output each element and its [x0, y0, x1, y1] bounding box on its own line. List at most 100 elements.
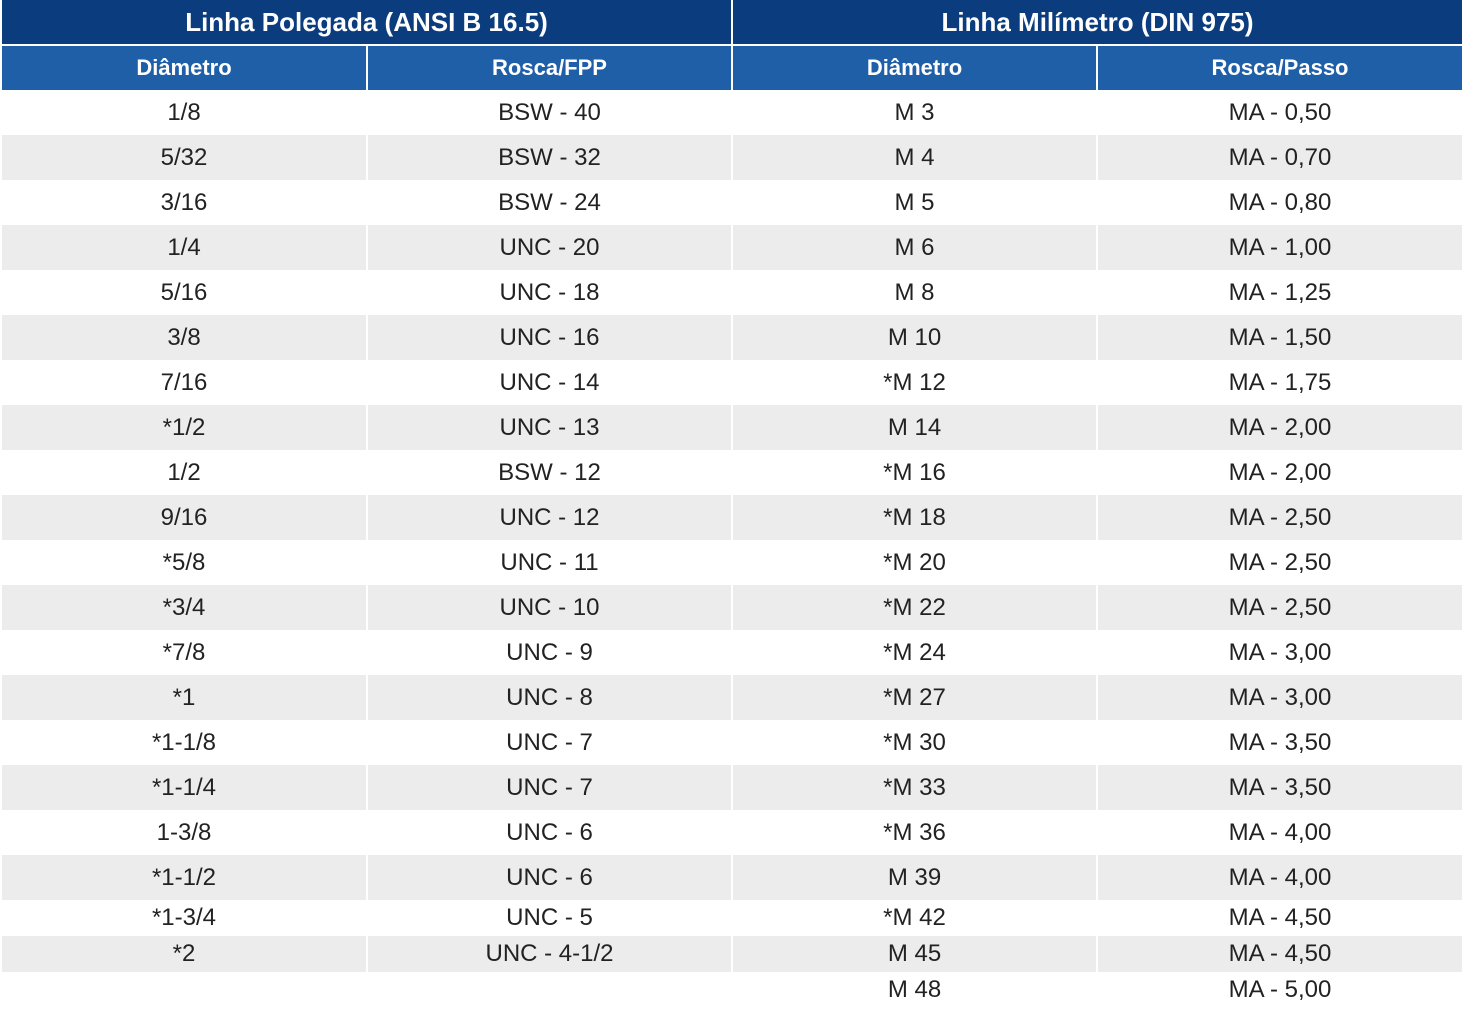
cell-diameter-inch: *1-1/8 — [2, 720, 368, 765]
cell-thread-pitch: MA - 0,50 — [1097, 90, 1463, 135]
column-header-diameter-inch: Diâmetro — [2, 44, 368, 90]
cell-diameter-mm: *M 20 — [732, 540, 1099, 585]
cell-thread-fpp: UNC - 20 — [367, 225, 734, 270]
cell-diameter-inch — [2, 972, 368, 1008]
cell-diameter-mm: *M 42 — [732, 900, 1099, 936]
cell-thread-pitch: MA - 2,50 — [1097, 585, 1463, 630]
cell-diameter-mm: *M 24 — [732, 630, 1099, 675]
table-row: *3/4 UNC - 10 *M 22 MA - 2,50 — [2, 585, 1463, 630]
cell-thread-fpp: BSW - 24 — [367, 180, 734, 225]
table-row: *7/8 UNC - 9 *M 24 MA - 3,00 — [2, 630, 1463, 675]
table-row: 5/16 UNC - 18 M 8 MA - 1,25 — [2, 270, 1463, 315]
cell-thread-fpp: UNC - 10 — [367, 585, 734, 630]
cell-thread-pitch: MA - 0,70 — [1097, 135, 1463, 180]
cell-thread-fpp: UNC - 9 — [367, 630, 734, 675]
cell-thread-fpp: UNC - 8 — [367, 675, 734, 720]
cell-diameter-inch: *1-1/2 — [2, 855, 368, 900]
table-row: 1-3/8 UNC - 6 *M 36 MA - 4,00 — [2, 810, 1463, 855]
cell-thread-pitch: MA - 3,50 — [1097, 765, 1463, 810]
cell-thread-fpp: UNC - 14 — [367, 360, 734, 405]
cell-diameter-mm: M 39 — [732, 855, 1099, 900]
cell-thread-pitch: MA - 3,00 — [1097, 630, 1463, 675]
cell-diameter-mm: *M 22 — [732, 585, 1099, 630]
cell-diameter-mm: M 14 — [732, 405, 1099, 450]
table-row: *1 UNC - 8 *M 27 MA - 3,00 — [2, 675, 1463, 720]
table-row: *1-1/8 UNC - 7 *M 30 MA - 3,50 — [2, 720, 1463, 765]
table-row: 1/8 BSW - 40 M 3 MA - 0,50 — [2, 90, 1463, 135]
cell-diameter-mm: *M 36 — [732, 810, 1099, 855]
cell-diameter-mm: *M 18 — [732, 495, 1099, 540]
cell-thread-fpp: UNC - 7 — [367, 720, 734, 765]
cell-diameter-inch: *2 — [2, 936, 368, 972]
cell-thread-pitch: MA - 2,00 — [1097, 450, 1463, 495]
cell-diameter-mm: M 10 — [732, 315, 1099, 360]
column-header-diameter-mm: Diâmetro — [732, 44, 1099, 90]
column-header-thread-fpp: Rosca/FPP — [367, 44, 734, 90]
group-header-row: Linha Polegada (ANSI B 16.5) Linha Milím… — [2, 0, 1463, 45]
cell-diameter-inch: 7/16 — [2, 360, 368, 405]
cell-diameter-mm: M 48 — [732, 972, 1099, 1008]
cell-thread-fpp: BSW - 40 — [367, 90, 734, 135]
cell-diameter-inch: *7/8 — [2, 630, 368, 675]
cell-diameter-inch: *1-3/4 — [2, 900, 368, 936]
cell-diameter-inch: 3/8 — [2, 315, 368, 360]
table-row: *5/8 UNC - 11 *M 20 MA - 2,50 — [2, 540, 1463, 585]
cell-thread-fpp: UNC - 5 — [367, 900, 734, 936]
cell-thread-pitch: MA - 3,00 — [1097, 675, 1463, 720]
cell-diameter-mm: *M 30 — [732, 720, 1099, 765]
cell-thread-fpp: UNC - 16 — [367, 315, 734, 360]
table-row: *1-1/4 UNC - 7 *M 33 MA - 3,50 — [2, 765, 1463, 810]
table-row: 5/32 BSW - 32 M 4 MA - 0,70 — [2, 135, 1463, 180]
cell-diameter-mm: M 8 — [732, 270, 1099, 315]
column-header-thread-pitch: Rosca/Passo — [1097, 44, 1463, 90]
table-row: *1/2 UNC - 13 M 14 MA - 2,00 — [2, 405, 1463, 450]
cell-diameter-mm: M 5 — [732, 180, 1099, 225]
cell-thread-pitch: MA - 1,75 — [1097, 360, 1463, 405]
cell-thread-pitch: MA - 2,00 — [1097, 405, 1463, 450]
cell-diameter-inch: *1-1/4 — [2, 765, 368, 810]
cell-diameter-mm: *M 27 — [732, 675, 1099, 720]
table-row: 7/16 UNC - 14 *M 12 MA - 1,75 — [2, 360, 1463, 405]
cell-diameter-inch: 1/2 — [2, 450, 368, 495]
cell-diameter-mm: *M 12 — [732, 360, 1099, 405]
group-header-inch: Linha Polegada (ANSI B 16.5) — [2, 0, 734, 45]
cell-thread-pitch: MA - 1,25 — [1097, 270, 1463, 315]
cell-thread-fpp — [367, 972, 734, 1008]
cell-diameter-inch: 3/16 — [2, 180, 368, 225]
cell-diameter-inch: 1-3/8 — [2, 810, 368, 855]
table-row: 1/4 UNC - 20 M 6 MA - 1,00 — [2, 225, 1463, 270]
cell-diameter-mm: *M 33 — [732, 765, 1099, 810]
cell-thread-fpp: BSW - 12 — [367, 450, 734, 495]
cell-thread-fpp: BSW - 32 — [367, 135, 734, 180]
table-row: 9/16 UNC - 12 *M 18 MA - 2,50 — [2, 495, 1463, 540]
table-row: M 48 MA - 5,00 — [2, 972, 1463, 1008]
cell-thread-pitch: MA - 4,00 — [1097, 855, 1463, 900]
cell-thread-pitch: MA - 4,00 — [1097, 810, 1463, 855]
cell-thread-fpp: UNC - 6 — [367, 810, 734, 855]
cell-diameter-inch: *3/4 — [2, 585, 368, 630]
cell-thread-fpp: UNC - 18 — [367, 270, 734, 315]
cell-thread-pitch: MA - 1,00 — [1097, 225, 1463, 270]
cell-diameter-inch: *5/8 — [2, 540, 368, 585]
cell-diameter-mm: M 3 — [732, 90, 1099, 135]
cell-thread-pitch: MA - 5,00 — [1097, 972, 1463, 1008]
cell-diameter-inch: 1/4 — [2, 225, 368, 270]
cell-thread-pitch: MA - 3,50 — [1097, 720, 1463, 765]
cell-diameter-inch: *1/2 — [2, 405, 368, 450]
table-row: 3/16 BSW - 24 M 5 MA - 0,80 — [2, 180, 1463, 225]
cell-diameter-inch: 5/32 — [2, 135, 368, 180]
cell-thread-pitch: MA - 0,80 — [1097, 180, 1463, 225]
table-row: *1-3/4 UNC - 5 *M 42 MA - 4,50 — [2, 900, 1463, 936]
cell-thread-pitch: MA - 4,50 — [1097, 900, 1463, 936]
cell-diameter-mm: M 45 — [732, 936, 1099, 972]
table-row: *2 UNC - 4-1/2 M 45 MA - 4,50 — [2, 936, 1463, 972]
cell-diameter-inch: 9/16 — [2, 495, 368, 540]
table-row: 1/2 BSW - 12 *M 16 MA - 2,00 — [2, 450, 1463, 495]
cell-thread-pitch: MA - 1,50 — [1097, 315, 1463, 360]
cell-thread-fpp: UNC - 6 — [367, 855, 734, 900]
cell-thread-fpp: UNC - 11 — [367, 540, 734, 585]
cell-diameter-mm: M 6 — [732, 225, 1099, 270]
